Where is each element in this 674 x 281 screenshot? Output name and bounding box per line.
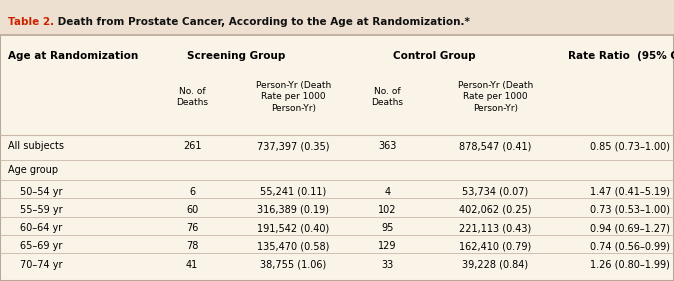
Text: 60–64 yr: 60–64 yr (20, 223, 63, 233)
Text: 38,755 (1.06): 38,755 (1.06) (260, 260, 326, 270)
Text: 102: 102 (378, 205, 397, 215)
Text: No. of
Deaths: No. of Deaths (371, 87, 404, 107)
Text: 221,113 (0.43): 221,113 (0.43) (459, 223, 532, 233)
Bar (0, 0, 674, 35)
Text: 0.73 (0.53–1.00): 0.73 (0.53–1.00) (590, 205, 670, 215)
Text: Death from Prostate Cancer, According to the Age at Randomization.*: Death from Prostate Cancer, According to… (54, 17, 470, 27)
Text: 95: 95 (381, 223, 394, 233)
Text: 261: 261 (183, 141, 202, 151)
Text: 60: 60 (186, 205, 198, 215)
Text: 70–74 yr: 70–74 yr (20, 260, 63, 270)
Text: 737,397 (0.35): 737,397 (0.35) (257, 141, 330, 151)
Text: Person-Yr (Death
Rate per 1000
Person-Yr): Person-Yr (Death Rate per 1000 Person-Yr… (458, 81, 533, 113)
Text: 191,542 (0.40): 191,542 (0.40) (257, 223, 330, 233)
Text: 129: 129 (378, 241, 397, 251)
Text: Control Group: Control Group (394, 51, 476, 61)
Text: 33: 33 (381, 260, 394, 270)
Text: 135,470 (0.58): 135,470 (0.58) (257, 241, 330, 251)
Text: 6: 6 (189, 187, 195, 197)
Text: Age group: Age group (8, 165, 58, 175)
Text: 39,228 (0.84): 39,228 (0.84) (462, 260, 528, 270)
Text: 50–54 yr: 50–54 yr (20, 187, 63, 197)
Text: 316,389 (0.19): 316,389 (0.19) (257, 205, 329, 215)
Text: Table 2.: Table 2. (8, 17, 54, 27)
Text: 0.74 (0.56–0.99): 0.74 (0.56–0.99) (590, 241, 670, 251)
Text: 1.26 (0.80–1.99): 1.26 (0.80–1.99) (590, 260, 670, 270)
Text: 1.47 (0.41–5.19): 1.47 (0.41–5.19) (590, 187, 670, 197)
Text: 55–59 yr: 55–59 yr (20, 205, 63, 215)
Text: Age at Randomization: Age at Randomization (8, 51, 138, 61)
Text: No. of
Deaths: No. of Deaths (176, 87, 208, 107)
Text: 4: 4 (384, 187, 391, 197)
Text: 363: 363 (378, 141, 397, 151)
Text: 55,241 (0.11): 55,241 (0.11) (260, 187, 326, 197)
Text: 0.85 (0.73–1.00): 0.85 (0.73–1.00) (590, 141, 670, 151)
Text: All subjects: All subjects (8, 141, 64, 151)
Text: Person-Yr (Death
Rate per 1000
Person-Yr): Person-Yr (Death Rate per 1000 Person-Yr… (255, 81, 331, 113)
Text: Screening Group: Screening Group (187, 51, 285, 61)
Text: 41: 41 (186, 260, 198, 270)
Text: Rate Ratio  (95% CI)†: Rate Ratio (95% CI)† (568, 51, 674, 61)
Text: 78: 78 (186, 241, 198, 251)
Text: 0.94 (0.69–1.27): 0.94 (0.69–1.27) (590, 223, 670, 233)
Text: 162,410 (0.79): 162,410 (0.79) (459, 241, 532, 251)
Text: 53,734 (0.07): 53,734 (0.07) (462, 187, 528, 197)
Text: 878,547 (0.41): 878,547 (0.41) (459, 141, 532, 151)
Text: 65–69 yr: 65–69 yr (20, 241, 63, 251)
Text: 402,062 (0.25): 402,062 (0.25) (459, 205, 532, 215)
Text: 76: 76 (186, 223, 198, 233)
